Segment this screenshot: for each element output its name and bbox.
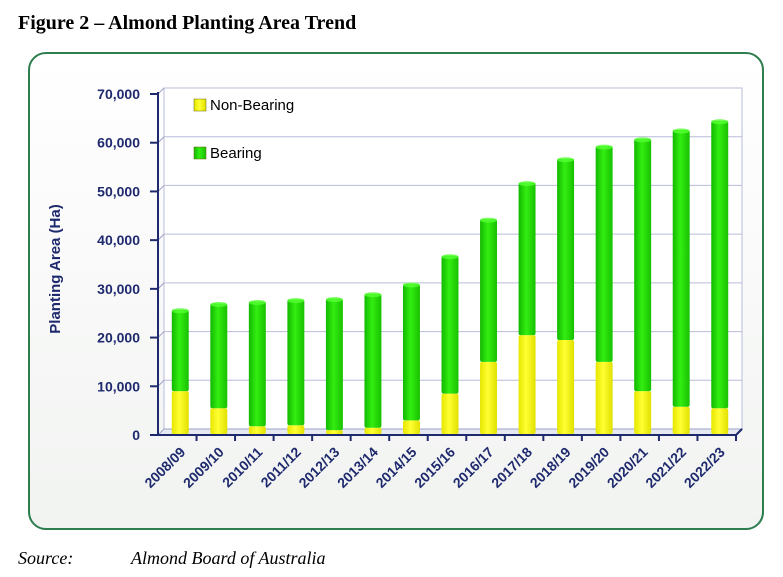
bar-top-highlight xyxy=(711,119,729,125)
bar-top-highlight xyxy=(248,300,266,306)
bar-top-highlight xyxy=(171,308,189,314)
bar-top-highlight xyxy=(210,301,228,307)
legend-swatch-non-bearing xyxy=(193,98,207,112)
source-label: Source: xyxy=(18,548,74,568)
x-tick-label: 2009/10 xyxy=(180,444,227,491)
bar-segment-bearing xyxy=(210,303,228,409)
bar-top-highlight xyxy=(672,128,690,134)
x-axis-depth-line xyxy=(735,428,743,436)
y-tick-label: 40,000 xyxy=(97,232,140,248)
bar-top-highlight xyxy=(595,144,613,150)
bar-segment-non-bearing xyxy=(557,340,575,434)
bar-segment-non-bearing xyxy=(595,361,613,434)
x-tick-label: 2012/13 xyxy=(295,444,342,491)
y-tick-label: 50,000 xyxy=(97,183,140,199)
x-tick-label: 2010/11 xyxy=(219,444,266,491)
figure-title: Figure 2 – Almond Planting Area Trend xyxy=(18,12,357,34)
stacked-bar-chart: 0 10,000 20,000 30,000 40,000 50,000 60,000 70,… xyxy=(47,86,744,491)
legend-swatch-bearing xyxy=(193,146,207,160)
bar-segment-bearing xyxy=(248,301,266,427)
bar-segment-bearing xyxy=(402,283,420,421)
bar-segment-bearing xyxy=(711,120,729,409)
bar-segment-non-bearing xyxy=(210,408,228,434)
bar-segment-bearing xyxy=(171,309,189,392)
y-tick-label: 10,000 xyxy=(97,378,140,394)
x-tick-label: 2015/16 xyxy=(411,444,458,491)
x-tick-label: 2017/18 xyxy=(488,444,535,491)
legend-label-bearing: Bearing xyxy=(210,145,262,162)
bar-segment-bearing xyxy=(287,299,305,426)
y-tick-label: 70,000 xyxy=(97,86,140,102)
bar-top-highlight xyxy=(557,157,575,163)
bar-top-highlight xyxy=(364,292,382,298)
legend-label-non-bearing: Non-Bearing xyxy=(210,97,294,114)
bar-segment-non-bearing xyxy=(364,427,382,434)
x-tick-label: 2021/22 xyxy=(642,444,689,491)
bar-segment-non-bearing xyxy=(248,426,266,434)
bar-top-highlight xyxy=(402,282,420,288)
chart-panel: 0 10,000 20,000 30,000 40,000 50,000 60,000 70,… xyxy=(28,52,764,530)
y-tick-label: 20,000 xyxy=(97,330,140,346)
bar-segment-bearing xyxy=(557,158,575,341)
bar-segment-non-bearing xyxy=(672,406,690,434)
bar-segment-bearing xyxy=(634,138,652,392)
x-tick-label: 2016/17 xyxy=(450,444,497,491)
bar-segment-non-bearing xyxy=(711,408,729,434)
bar-segment-bearing xyxy=(672,130,690,407)
x-tick-label: 2011/12 xyxy=(257,444,304,491)
x-tick-label: 2022/23 xyxy=(681,444,728,491)
bar-segment-bearing xyxy=(480,219,498,362)
bars xyxy=(171,119,729,434)
y-tick-label: 0 xyxy=(132,427,140,443)
bar-segment-bearing xyxy=(518,182,536,336)
y-tick-label: 30,000 xyxy=(97,281,140,297)
y-tick-label: 60,000 xyxy=(97,135,140,151)
bar-segment-bearing xyxy=(441,255,459,394)
bar-segment-non-bearing xyxy=(634,391,652,434)
source-text: Almond Board of Australia xyxy=(131,548,326,568)
bar-segment-non-bearing xyxy=(441,393,459,434)
y-axis-label: Planting Area (Ha) xyxy=(47,204,64,333)
bar-top-highlight xyxy=(518,181,536,187)
source-note: Source: Almond Board of Australia xyxy=(18,548,326,569)
x-tick-label: 2014/15 xyxy=(372,444,419,491)
x-tick-label: 2013/14 xyxy=(334,444,381,491)
bar-segment-non-bearing xyxy=(325,430,343,434)
bar-segment-bearing xyxy=(364,293,382,428)
bar-segment-non-bearing xyxy=(518,335,536,434)
bar-segment-non-bearing xyxy=(402,420,420,434)
legend: Non-Bearing Bearing xyxy=(193,97,294,162)
bar-top-highlight xyxy=(287,298,305,304)
bar-top-highlight xyxy=(634,137,652,143)
bar-segment-bearing xyxy=(325,298,343,431)
bar-top-highlight xyxy=(480,217,498,223)
bar-top-highlight xyxy=(325,297,343,303)
bar-segment-non-bearing xyxy=(171,391,189,434)
bar-top-highlight xyxy=(441,254,459,260)
x-tick-label: 2008/09 xyxy=(141,444,188,491)
x-tick-label: 2020/21 xyxy=(604,444,651,491)
x-tick-label: 2018/19 xyxy=(527,444,574,491)
bar-segment-non-bearing xyxy=(480,361,498,434)
bar-segment-bearing xyxy=(595,146,613,362)
x-tick-label: 2019/20 xyxy=(565,444,612,491)
bar-segment-non-bearing xyxy=(287,425,305,434)
